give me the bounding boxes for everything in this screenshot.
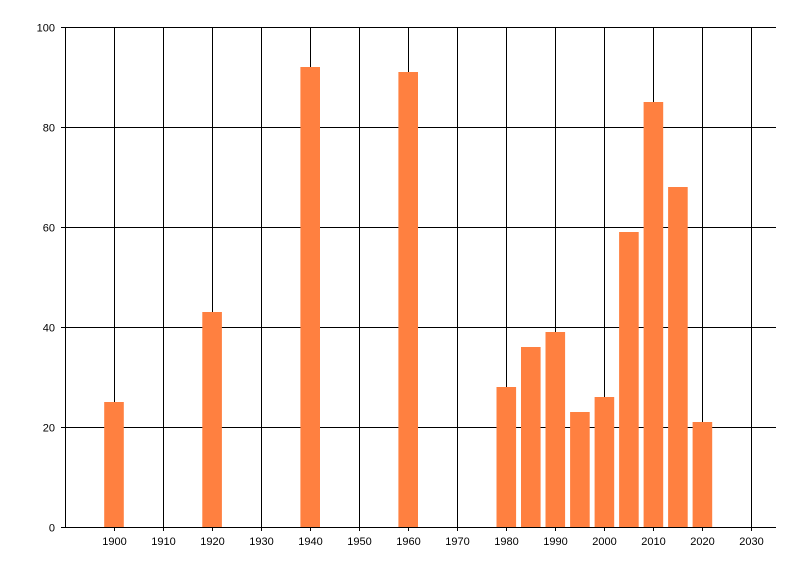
- x-tick-label: 2000: [592, 536, 616, 548]
- x-tick-label: 1950: [347, 536, 371, 548]
- bar: [300, 67, 320, 527]
- y-tick-label: 60: [43, 223, 55, 235]
- bar: [202, 312, 222, 527]
- bar: [692, 422, 713, 527]
- tick-labels: 0 20 40 60 80 100 1900 1910 1920 1930 1940 1950 1960…: [37, 23, 764, 549]
- x-tick-label: 1910: [151, 536, 175, 548]
- x-tick-label: 1970: [445, 536, 469, 548]
- x-tick-label: 2020: [690, 536, 714, 548]
- x-tick-label: 1920: [200, 536, 224, 548]
- y-tick-label: 0: [49, 523, 55, 535]
- bar: [104, 402, 124, 527]
- x-tick-label: 1980: [494, 536, 518, 548]
- y-tick-label: 100: [37, 23, 55, 35]
- x-tick-label: 1930: [249, 536, 273, 548]
- x-tick-label: 1900: [102, 536, 126, 548]
- x-tick-label: 1990: [543, 536, 567, 548]
- x-tick-label: 2010: [641, 536, 665, 548]
- bar: [398, 72, 418, 527]
- bar: [570, 412, 590, 527]
- x-tick-label: 1940: [298, 536, 322, 548]
- y-tick-label: 80: [43, 123, 55, 135]
- bar: [619, 232, 639, 527]
- axes: [65, 27, 776, 528]
- bar: [545, 332, 566, 527]
- y-tick-label: 40: [43, 323, 55, 335]
- bar: [643, 102, 664, 527]
- bars: [104, 67, 713, 527]
- x-tick-label: 1960: [396, 536, 420, 548]
- x-tick-label: 2030: [739, 536, 763, 548]
- bar: [521, 347, 541, 527]
- bar: [668, 187, 688, 527]
- y-tick-label: 20: [43, 423, 55, 435]
- bar: [594, 397, 615, 527]
- bar: [496, 387, 517, 527]
